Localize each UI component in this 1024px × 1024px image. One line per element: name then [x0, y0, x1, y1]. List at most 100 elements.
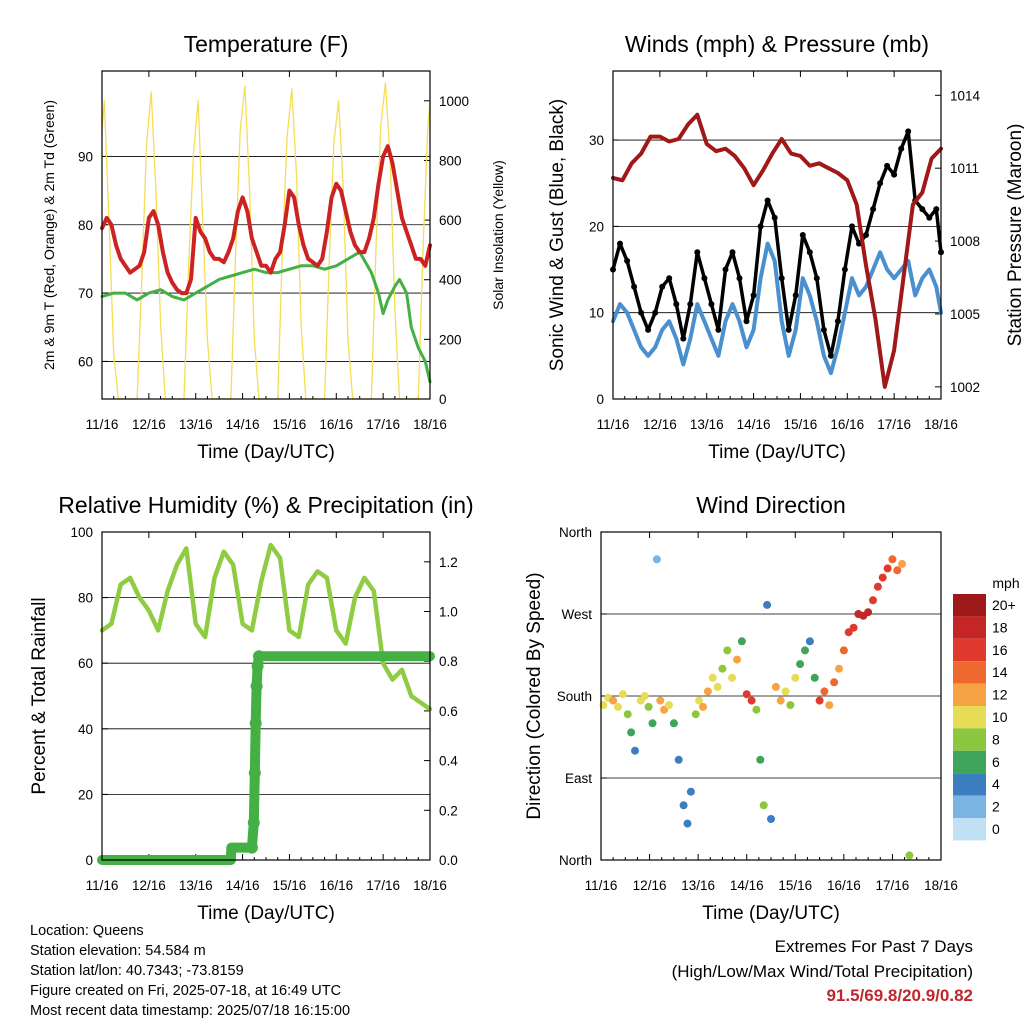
- y-tick-label: 80: [78, 591, 93, 606]
- x-tick-label: 14/16: [226, 417, 260, 432]
- station-info: Location: Queens Station elevation: 54.5…: [30, 921, 350, 1021]
- gust-point: [666, 275, 673, 282]
- direction-point: [708, 673, 717, 682]
- direction-point: [728, 673, 737, 682]
- x-tick-label: 15/16: [273, 417, 307, 432]
- direction-point: [869, 596, 877, 605]
- location-text: Location: Queens: [30, 923, 144, 939]
- direction-point: [640, 692, 649, 700]
- gust-point: [827, 352, 834, 359]
- direction-point: [713, 682, 722, 691]
- colorbar-swatch: [953, 616, 986, 639]
- y2-tick-label: 0.2: [439, 803, 458, 818]
- elevation-text: Station elevation: 54.584 m: [30, 943, 206, 959]
- panel-title: Temperature (F): [184, 31, 349, 57]
- colorbar-label: 12: [992, 687, 1008, 703]
- humidity-precip-panel: Relative Humidity (%) & Precipitation (i…: [29, 492, 474, 924]
- colorbar-swatch: [953, 706, 986, 729]
- direction-point: [815, 696, 824, 705]
- y-axis-label: Direction (Colored By Speed): [524, 572, 545, 819]
- x-tick-label: 18/16: [413, 878, 447, 893]
- y2-tick-label: 0.8: [439, 654, 458, 669]
- plot-frame: [612, 70, 942, 400]
- direction-point: [839, 646, 848, 655]
- x-tick-label: 18/16: [413, 417, 447, 432]
- direction-point: [820, 687, 829, 696]
- direction-point: [747, 696, 756, 705]
- direction-point: [849, 623, 858, 632]
- gust-point: [764, 197, 771, 204]
- gust-point: [624, 257, 631, 264]
- direction-point: [737, 637, 746, 646]
- gust-point: [863, 232, 869, 238]
- colorbar-label: 20+: [992, 597, 1016, 613]
- gust-point: [708, 301, 715, 308]
- gust-point: [771, 214, 778, 221]
- created-text: Figure created on Fri, 2025-07-18, at 16…: [30, 983, 342, 999]
- panel-title: Relative Humidity (%) & Precipitation (i…: [58, 492, 473, 518]
- x-axis-label: Time (Day/UTC): [197, 442, 335, 463]
- gust-point: [820, 326, 827, 333]
- direction-point: [763, 600, 772, 609]
- gust-point: [631, 283, 638, 290]
- y2-tick-label: 0.0: [439, 853, 458, 868]
- x-tick-label: 16/16: [319, 417, 353, 432]
- y2-tick-label: 800: [439, 153, 462, 168]
- y-axis-label: 2m & 9m T (Red, Orange) & 2m Td (Green): [41, 100, 57, 370]
- colorbar-swatch: [953, 773, 986, 796]
- plot-frame: [600, 531, 942, 861]
- gust-point: [729, 249, 736, 256]
- gust-point: [673, 301, 680, 308]
- y2-tick-label: 0.4: [439, 754, 458, 769]
- colorbar-swatch: [953, 594, 986, 617]
- plot-frame: [101, 70, 431, 400]
- gust-point: [680, 335, 687, 342]
- direction-point: [652, 555, 661, 564]
- direction-point: [878, 573, 887, 582]
- direction-point: [683, 819, 692, 828]
- direction-point: [830, 678, 839, 687]
- y-tick-label: 0: [596, 392, 604, 407]
- direction-point: [888, 555, 897, 564]
- direction-point: [723, 646, 732, 655]
- direction-point: [631, 746, 639, 755]
- y-tick-label: 10: [589, 306, 604, 321]
- x-tick-label: 17/16: [876, 878, 910, 893]
- gust-point: [694, 249, 701, 256]
- x-tick-label: 13/16: [179, 417, 213, 432]
- direction-point: [796, 660, 805, 669]
- gust-point: [722, 266, 729, 273]
- direction-point: [691, 710, 700, 719]
- direction-point: [825, 701, 834, 710]
- y-tick-label: East: [565, 771, 592, 786]
- gust-point: [884, 162, 891, 169]
- panel-title: Winds (mph) & Pressure (mb): [625, 31, 929, 57]
- colorbar-swatch: [953, 818, 986, 841]
- gust-point: [638, 309, 645, 316]
- direction-point: [864, 608, 873, 617]
- colorbar-label: 18: [992, 619, 1008, 635]
- direction-point: [699, 702, 707, 711]
- recent-data-text: Most recent data timestamp: 2025/07/18 1…: [30, 1003, 351, 1019]
- colorbar-label: 6: [992, 754, 1000, 770]
- extremes-subtitle: (High/Low/Max Wind/Total Precipitation): [671, 961, 973, 981]
- colorbar-swatch: [953, 683, 986, 706]
- gust-point: [870, 206, 877, 213]
- gust-point: [905, 128, 912, 135]
- y2-axis-label: Solar Insolation (Yellow): [490, 160, 506, 310]
- latlon-text: Station lat/lon: 40.7343; -73.8159: [30, 963, 244, 979]
- y2-tick-label: 1.0: [439, 605, 458, 620]
- y2-tick-label: 0.6: [439, 704, 458, 719]
- pressure-line: [611, 112, 943, 389]
- direction-point: [898, 559, 907, 568]
- gust-point: [715, 326, 722, 333]
- direction-point: [686, 787, 695, 796]
- precip-point: [248, 767, 261, 779]
- gust-point: [933, 206, 940, 213]
- direction-point: [609, 696, 618, 705]
- x-tick-label: 15/16: [778, 878, 812, 893]
- gust-point: [617, 240, 623, 247]
- y-tick-label: North: [559, 853, 592, 868]
- temperature-panel: Temperature (F) 11/16 12/16 13/16 14/16 15/16…: [41, 31, 506, 463]
- gust-point: [743, 318, 750, 325]
